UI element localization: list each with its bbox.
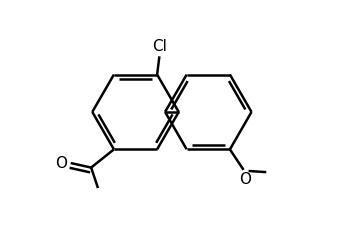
Text: Cl: Cl [152,39,167,54]
Text: O: O [239,172,251,187]
Text: O: O [55,155,67,171]
